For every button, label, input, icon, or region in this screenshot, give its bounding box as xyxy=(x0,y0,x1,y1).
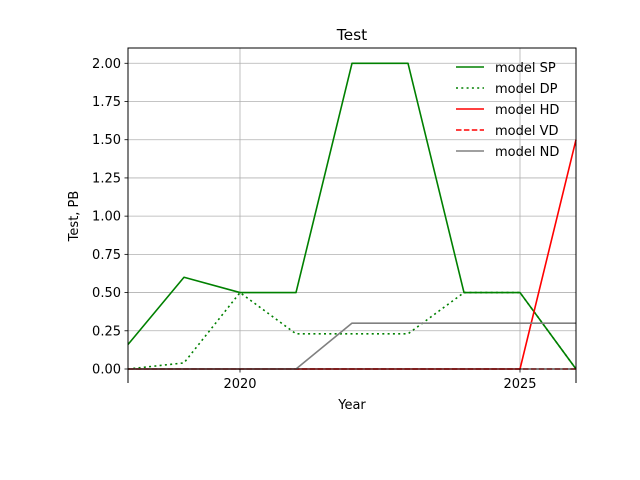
y-tick-label: 1.00 xyxy=(92,210,121,225)
x-tick-label: 2025 xyxy=(503,377,536,392)
x-tick-label: 2020 xyxy=(223,377,256,392)
legend: model SP model DP model HD model VD model ND xyxy=(456,61,559,160)
y-tick-label: 2.00 xyxy=(92,57,121,72)
legend-label: model DP xyxy=(495,82,558,97)
y-tick-label: 0.00 xyxy=(92,363,121,378)
chart-title: Test xyxy=(336,26,368,44)
y-axis-label: Test, PB xyxy=(67,191,82,243)
ticks: 0.00 0.25 0.50 0.75 1.00 1.25 1.50 1.75 2.00 2020… xyxy=(92,57,577,392)
x-axis-label: Year xyxy=(337,398,366,413)
plot-frame xyxy=(127,47,577,370)
legend-label: model HD xyxy=(495,103,559,118)
legend-label: model ND xyxy=(495,145,559,160)
y-tick-label: 1.50 xyxy=(92,133,121,148)
y-tick-label: 0.50 xyxy=(92,286,121,301)
legend-label: model VD xyxy=(495,124,559,139)
y-tick-label: 1.75 xyxy=(92,95,121,110)
legend-label: model SP xyxy=(495,61,556,76)
y-tick-label: 1.25 xyxy=(92,171,121,186)
grid xyxy=(128,48,576,370)
y-tick-label: 0.25 xyxy=(92,324,121,339)
y-tick-label: 0.75 xyxy=(92,248,121,263)
series-line-model-dp xyxy=(127,291,577,370)
